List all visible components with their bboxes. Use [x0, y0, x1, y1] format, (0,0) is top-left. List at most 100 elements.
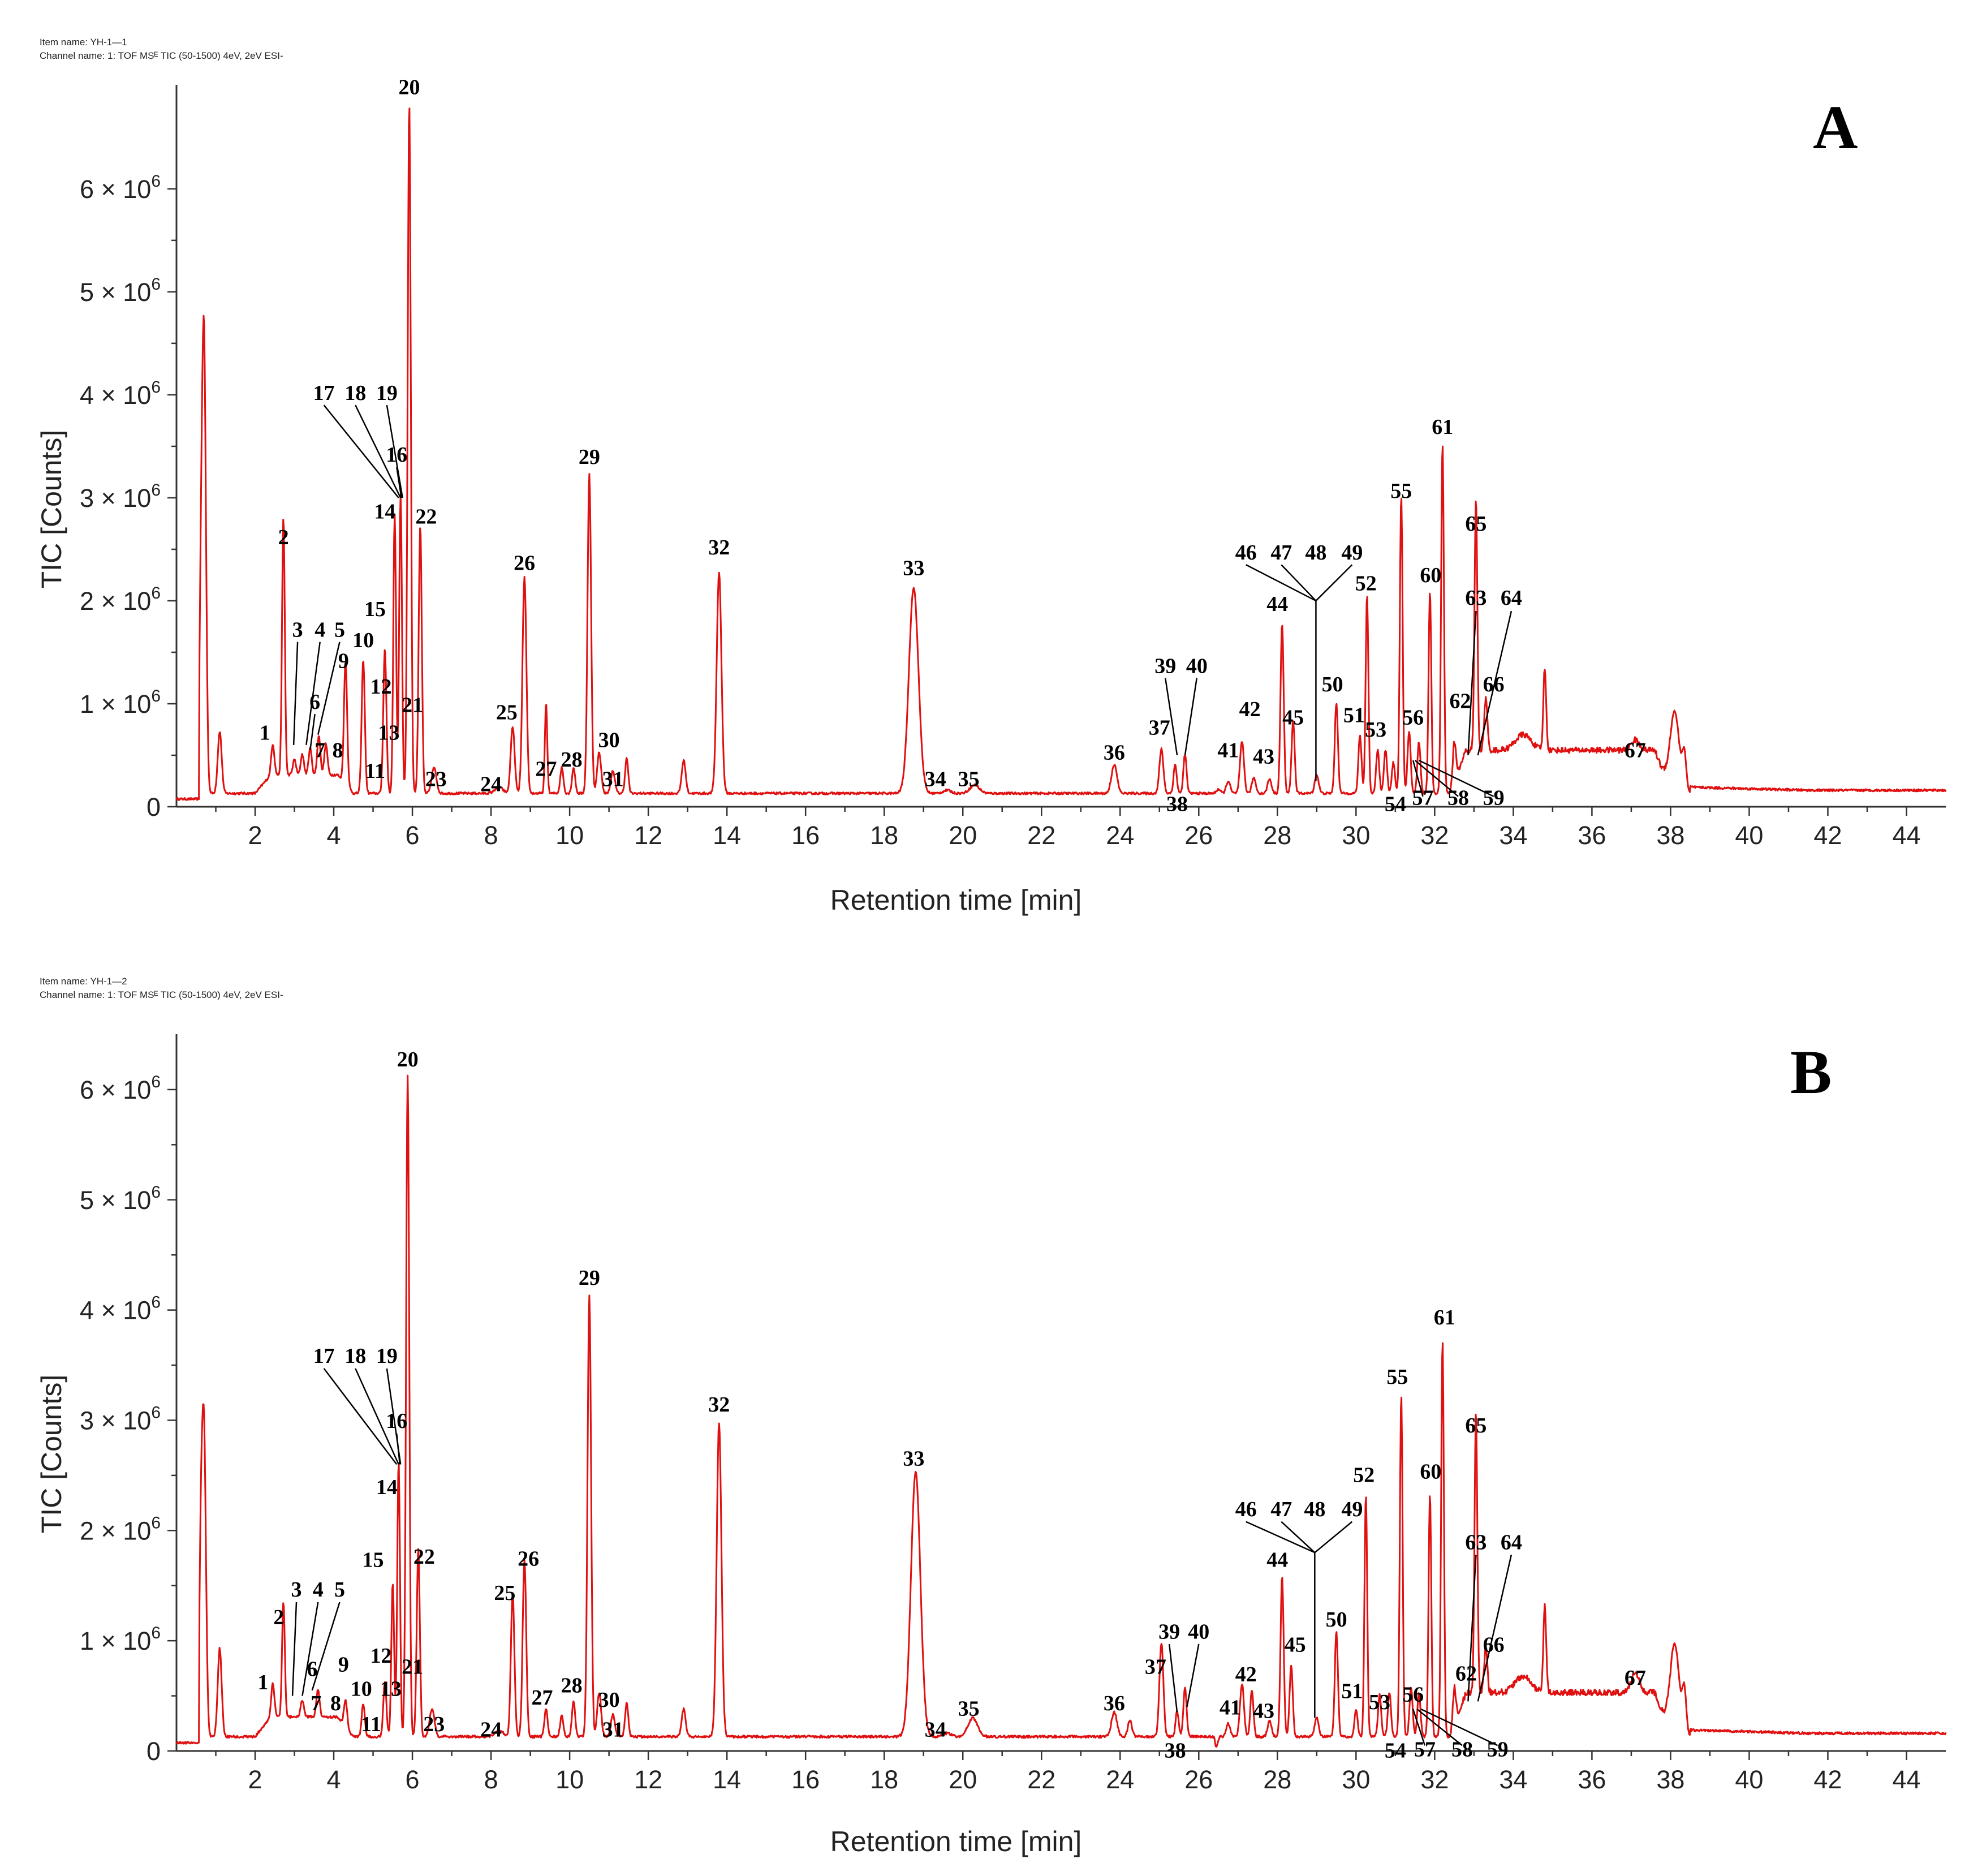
peak-leader-line-b — [396, 1433, 401, 1465]
peak-label-b-54: 54 — [1385, 1739, 1406, 1763]
peak-leader-line-a — [1467, 611, 1477, 756]
peak-label-a-33: 33 — [903, 556, 924, 580]
x-tick-label-a: 2 — [248, 821, 262, 850]
y-tick-label-a: 5 × 106 — [80, 275, 161, 307]
peak-label-a-30: 30 — [598, 728, 620, 752]
peak-label-b-58: 58 — [1451, 1738, 1473, 1762]
plot-area-a: 2 4 6 8 10 12 14 16 18 20 22 24 26 28 30 32 34 36 38 40 42 44… — [80, 75, 1947, 850]
peak-leader-line-b — [1281, 1521, 1316, 1554]
peak-leader-line-a — [396, 467, 402, 498]
peak-leader-line-a — [1184, 678, 1198, 756]
plot-area-b: 2 4 6 8 10 12 14 16 18 20 22 24 26 28 30 32 34 36 38 40 42 44… — [80, 1034, 1947, 1794]
peak-label-b-17: 17 — [313, 1344, 335, 1368]
peak-label-b-34: 34 — [925, 1718, 946, 1742]
peak-label-a-48: 48 — [1305, 541, 1326, 565]
peak-label-b-49: 49 — [1341, 1498, 1363, 1521]
peak-label-a-60: 60 — [1420, 563, 1441, 587]
peak-label-a-6: 6 — [309, 690, 320, 714]
x-tick-label-b: 32 — [1420, 1765, 1449, 1794]
peak-leader-line-a — [1281, 564, 1317, 601]
y-tick-label-b: 6 × 106 — [80, 1073, 161, 1104]
peak-label-a-22: 22 — [415, 505, 437, 528]
peak-label-a-61: 61 — [1432, 415, 1453, 439]
x-tick-label-a: 44 — [1892, 821, 1920, 850]
y-tick-label-b: 2 × 106 — [80, 1513, 161, 1545]
x-tick-label-a: 38 — [1656, 821, 1684, 850]
x-tick-label-a: 18 — [870, 821, 898, 850]
peak-label-b-51: 51 — [1341, 1679, 1363, 1703]
peak-leader-line-b — [1168, 1643, 1178, 1713]
item-name-b: Item name: YH-1—2 — [40, 976, 127, 987]
peak-label-b-22: 22 — [413, 1545, 435, 1569]
peak-label-b-9: 9 — [338, 1653, 349, 1677]
peak-label-b-16: 16 — [386, 1409, 407, 1433]
x-tick-label-b: 16 — [791, 1765, 820, 1794]
peak-label-a-7: 7 — [314, 739, 325, 763]
peak-label-a-18: 18 — [344, 381, 366, 405]
peak-label-a-17: 17 — [313, 381, 335, 405]
y-tick-label-b: 3 × 106 — [80, 1403, 161, 1435]
x-tick-label-a: 24 — [1106, 821, 1134, 850]
x-tick-label-a: 22 — [1027, 821, 1055, 850]
peak-label-a-29: 29 — [579, 445, 600, 469]
peak-leader-line-a — [317, 642, 341, 735]
peak-label-a-58: 58 — [1447, 786, 1469, 810]
x-tick-label-a: 12 — [634, 821, 662, 850]
peak-label-a-15: 15 — [364, 597, 386, 621]
y-axis-label-a: TIC [Counts] — [36, 430, 67, 589]
peak-label-a-3: 3 — [292, 618, 303, 642]
peak-leader-line-a — [305, 642, 321, 745]
peak-label-a-37: 37 — [1149, 716, 1170, 740]
y-tick-label-b: 1 × 106 — [80, 1624, 161, 1655]
x-tick-label-b: 24 — [1106, 1765, 1134, 1794]
peak-label-a-51: 51 — [1343, 704, 1365, 728]
channel-name-a: Channel name: 1: TOF MSᴱ TIC (50-1500) 4… — [40, 50, 283, 61]
peak-label-a-13: 13 — [378, 721, 399, 745]
peak-label-a-32: 32 — [708, 536, 730, 560]
x-tick-label-a: 26 — [1184, 821, 1213, 850]
peak-leader-line-b — [1186, 1643, 1200, 1707]
peak-label-a-8: 8 — [332, 739, 343, 763]
peak-label-b-24: 24 — [480, 1718, 502, 1742]
peak-label-a-14: 14 — [374, 500, 395, 523]
x-tick-label-a: 42 — [1813, 821, 1842, 850]
peak-label-b-46: 46 — [1235, 1498, 1257, 1521]
peak-label-b-29: 29 — [579, 1266, 600, 1290]
peak-label-b-11: 11 — [361, 1713, 381, 1736]
peak-leader-line-a — [309, 714, 316, 751]
x-tick-label-b: 36 — [1578, 1765, 1606, 1794]
y-tick-label-a: 1 × 106 — [80, 687, 161, 718]
x-tick-label-a: 34 — [1499, 821, 1527, 850]
peak-label-a-54: 54 — [1385, 792, 1406, 816]
peak-label-b-19: 19 — [376, 1344, 398, 1368]
peak-label-b-41: 41 — [1220, 1696, 1241, 1720]
peak-leader-line-a — [1419, 759, 1494, 797]
peak-label-b-14: 14 — [376, 1475, 398, 1499]
peak-label-a-12: 12 — [370, 675, 391, 699]
peak-label-a-11: 11 — [365, 759, 385, 783]
peak-label-b-59: 59 — [1487, 1738, 1509, 1762]
peak-label-b-60: 60 — [1420, 1460, 1441, 1484]
x-tick-label-b: 22 — [1027, 1765, 1055, 1794]
peak-label-b-18: 18 — [344, 1344, 366, 1368]
y-axis-label-b: TIC [Counts] — [36, 1375, 67, 1534]
peak-label-a-63: 63 — [1465, 586, 1486, 610]
peak-label-a-43: 43 — [1253, 745, 1274, 769]
peak-label-a-27: 27 — [535, 757, 557, 781]
x-tick-label-a: 4 — [327, 821, 341, 850]
peak-label-b-52: 52 — [1353, 1464, 1375, 1487]
x-tick-label-b: 12 — [634, 1765, 662, 1794]
peak-label-a-5: 5 — [334, 618, 345, 642]
peak-leader-line-b — [311, 1602, 341, 1691]
y-tick-label-a: 6 × 106 — [80, 172, 161, 204]
peak-label-a-2: 2 — [278, 526, 289, 549]
x-tick-label-a: 10 — [555, 821, 584, 850]
peak-leader-line-a — [1477, 610, 1513, 756]
peak-leader-line-b — [1477, 1554, 1513, 1702]
y-tick-label-a: 2 × 106 — [80, 584, 161, 616]
x-tick-label-b: 14 — [713, 1765, 741, 1794]
peak-label-b-42: 42 — [1235, 1663, 1257, 1686]
peak-label-b-4: 4 — [313, 1578, 324, 1602]
x-tick-label-b: 18 — [870, 1765, 898, 1794]
x-tick-label-b: 38 — [1656, 1765, 1684, 1794]
